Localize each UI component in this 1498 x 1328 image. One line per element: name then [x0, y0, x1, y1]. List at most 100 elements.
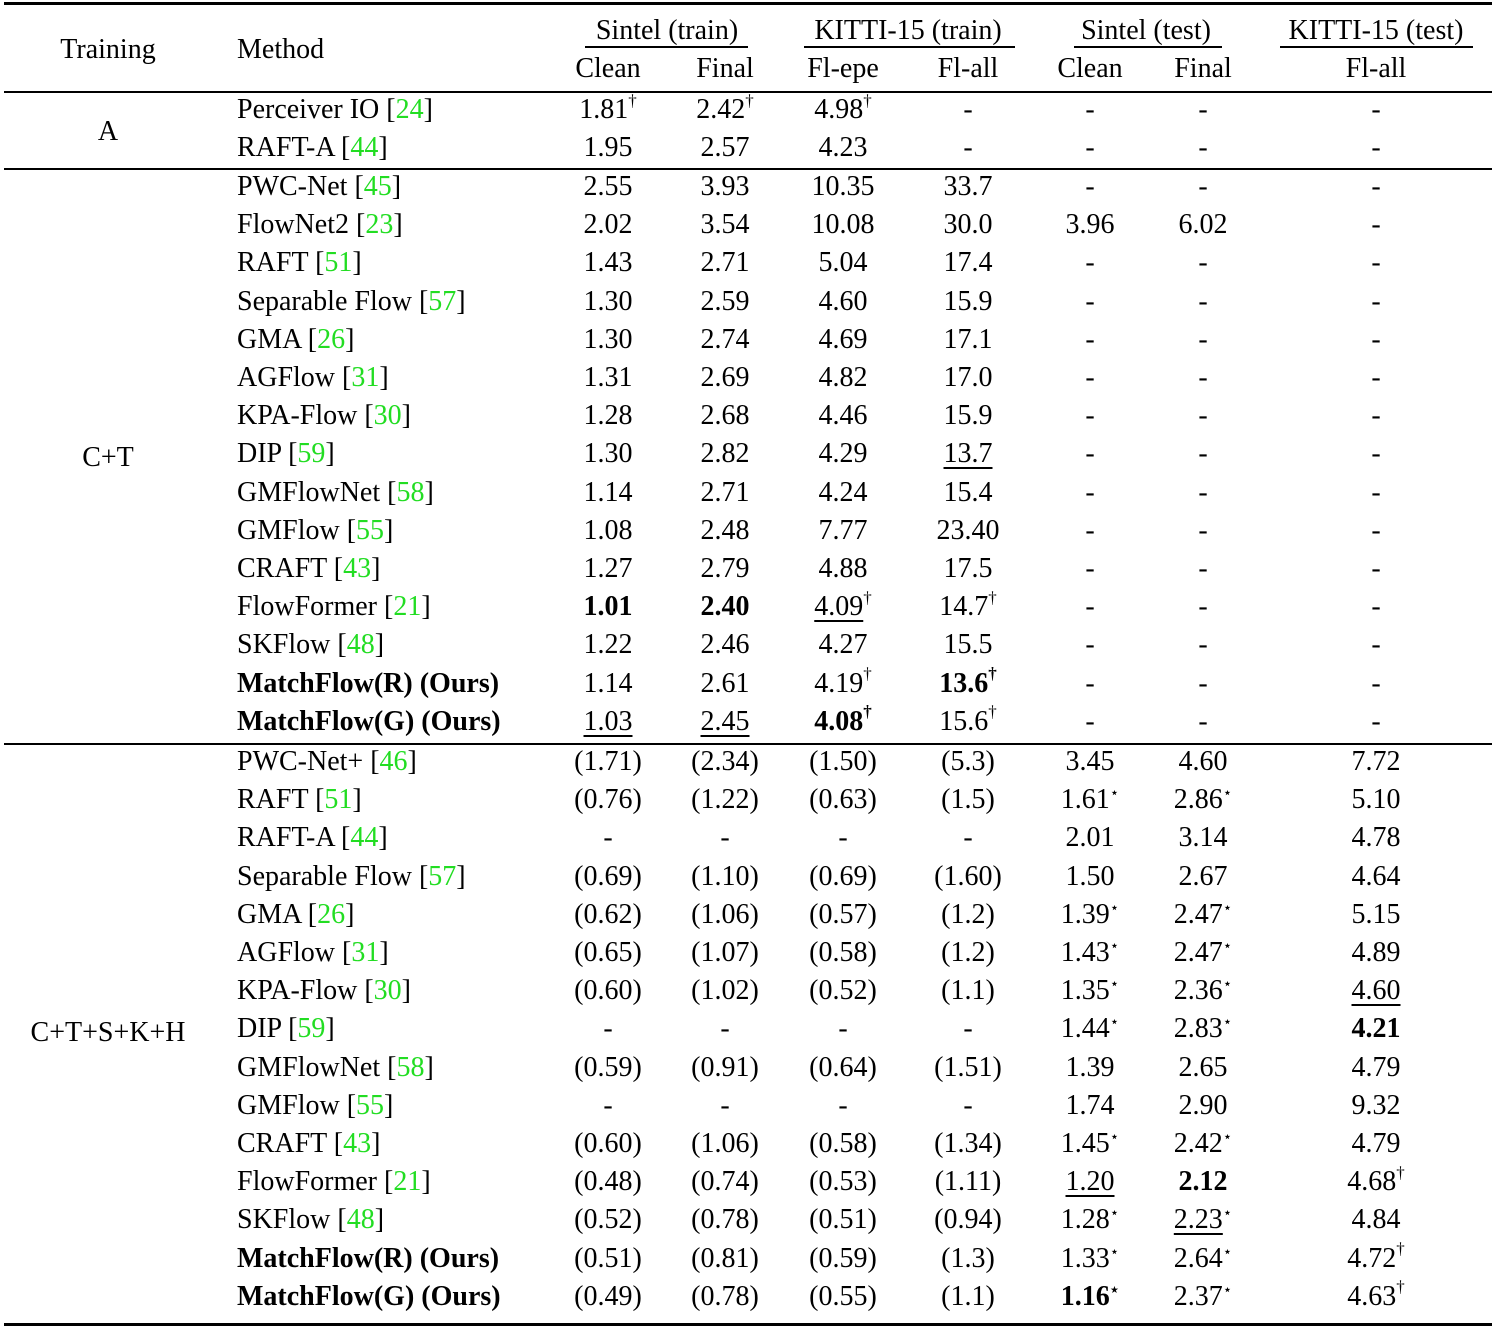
citation-link[interactable]: 46 — [379, 746, 408, 777]
citation-link[interactable]: 44 — [350, 822, 379, 854]
cell-value: (0.78) — [691, 1204, 759, 1236]
cell-value: (0.48) — [574, 1166, 642, 1198]
cell-value: 3.45 — [1065, 746, 1115, 777]
star-marker: ⋆ — [1222, 1206, 1233, 1223]
method-name: FlowFormer [21] — [237, 1166, 431, 1198]
table-cell: - — [1198, 706, 1207, 738]
table-cell: 2.90 — [1179, 1090, 1228, 1122]
citation-link[interactable]: 31 — [351, 362, 380, 393]
table-cell: 2.02 — [584, 209, 633, 241]
cell-value: (0.64) — [809, 1051, 877, 1083]
group-underline — [1280, 46, 1473, 48]
citation-link[interactable]: 55 — [356, 1089, 385, 1121]
cell-value: 2.02 — [583, 209, 633, 241]
citation-link[interactable]: 43 — [343, 1128, 372, 1159]
table-cell: - — [720, 1090, 729, 1122]
cell-value: - — [1198, 171, 1208, 202]
citation-link[interactable]: 51 — [324, 784, 353, 816]
cell-value: (1.50) — [809, 746, 877, 777]
cell-value: - — [1085, 323, 1095, 355]
cell-value: - — [1198, 667, 1208, 699]
table-cell: (0.63) — [809, 784, 877, 816]
cell-value: 4.60 — [1178, 746, 1228, 777]
citation-link[interactable]: 48 — [346, 629, 375, 661]
method-label: MatchFlow(R) (Ours) — [237, 1242, 500, 1274]
top-rule — [4, 2, 1492, 5]
table-cell: - — [1371, 94, 1380, 126]
cell-value: 4.89 — [1351, 937, 1401, 968]
cell-value: (2.34) — [691, 746, 759, 777]
table-cell: (1.22) — [691, 784, 759, 816]
table-cell: 10.08 — [812, 209, 875, 241]
table-cell: (0.48) — [574, 1166, 642, 1198]
cell-value: 4.69 — [818, 323, 868, 355]
citation-link[interactable]: 26 — [317, 898, 346, 930]
citation-link[interactable]: 59 — [297, 438, 326, 470]
cell-value: 6.02 — [1178, 209, 1228, 241]
method-label: KPA-Flow — [237, 975, 358, 1007]
table-cell: 4.82 — [819, 362, 868, 394]
table-cell: 9.32 — [1352, 1090, 1401, 1122]
cell-value: 4.64 — [1351, 860, 1401, 892]
cell-value: - — [1085, 667, 1095, 699]
citation-link[interactable]: 30 — [373, 400, 402, 432]
cell-value: - — [1198, 285, 1208, 317]
dagger-marker: † — [1396, 1277, 1405, 1297]
table-cell: 4.63† — [1347, 1278, 1405, 1313]
citation-link[interactable]: 30 — [373, 975, 402, 1007]
citation-link[interactable]: 24 — [395, 94, 424, 125]
citation-link[interactable]: 51 — [324, 247, 353, 279]
cell-value: 2.12 — [1178, 1166, 1228, 1198]
citation-link[interactable]: 45 — [363, 171, 392, 202]
table-cell: - — [1371, 477, 1380, 509]
citation-link[interactable]: 21 — [393, 1166, 422, 1198]
citation-link[interactable]: 44 — [350, 132, 379, 164]
star-marker: ⋆ — [1109, 1282, 1120, 1299]
table-cell: 1.74 — [1066, 1090, 1115, 1122]
citation-link[interactable]: 48 — [346, 1204, 375, 1236]
table-cell: - — [1198, 438, 1207, 470]
cell-value: (0.55) — [809, 1280, 877, 1312]
cell-value: 4.08 — [814, 705, 864, 737]
citation-link[interactable]: 57 — [428, 285, 457, 317]
citation-link[interactable]: 43 — [343, 553, 372, 584]
citation-link[interactable]: 31 — [351, 937, 380, 968]
table-cell: (0.76) — [574, 784, 642, 816]
method-name: Perceiver IO [24] — [237, 94, 433, 125]
table-cell: 1.39⋆ — [1061, 899, 1119, 931]
cell-value: 17.1 — [943, 323, 993, 355]
cell-value: 1.43 — [583, 247, 633, 279]
cell-value: (1.1) — [941, 1280, 995, 1312]
citation-link[interactable]: 59 — [297, 1013, 326, 1045]
method-label: DIP — [237, 1013, 282, 1045]
citation-link[interactable]: 26 — [317, 323, 346, 355]
method-name: KPA-Flow [30] — [237, 400, 411, 432]
table-cell: - — [1371, 515, 1380, 547]
table-cell: - — [1371, 438, 1380, 470]
method-name: Separable Flow [57] — [237, 285, 466, 317]
method-label: PWC-Net+ — [237, 746, 364, 777]
table-cell: 2.23⋆ — [1174, 1204, 1232, 1236]
cell-value: - — [1371, 94, 1381, 125]
table-cell: 4.23 — [819, 132, 868, 164]
cell-value: - — [963, 1013, 973, 1045]
citation-link[interactable]: 57 — [428, 860, 457, 892]
citation-link[interactable]: 58 — [396, 476, 425, 508]
table-cell: 1.08 — [584, 515, 633, 547]
cell-value: - — [838, 1013, 848, 1045]
star-marker: ⋆ — [1109, 785, 1120, 802]
table-cell: 2.40 — [701, 591, 750, 623]
table-cell: - — [1085, 400, 1094, 432]
cell-value: 1.08 — [583, 514, 633, 546]
method-name: SKFlow [48] — [237, 1204, 385, 1236]
cell-value: 3.14 — [1178, 822, 1228, 854]
method-label: FlowFormer — [237, 1166, 377, 1198]
citation-link[interactable]: 58 — [396, 1051, 425, 1083]
citation-link[interactable]: 23 — [365, 209, 394, 241]
citation-link[interactable]: 55 — [356, 514, 385, 546]
table-cell: 10.35 — [812, 171, 875, 203]
cell-value: 2.83 — [1173, 1013, 1223, 1045]
citation-link[interactable]: 21 — [393, 591, 422, 623]
table-cell: (0.59) — [809, 1243, 877, 1275]
table-cell: 2.61 — [701, 668, 750, 700]
